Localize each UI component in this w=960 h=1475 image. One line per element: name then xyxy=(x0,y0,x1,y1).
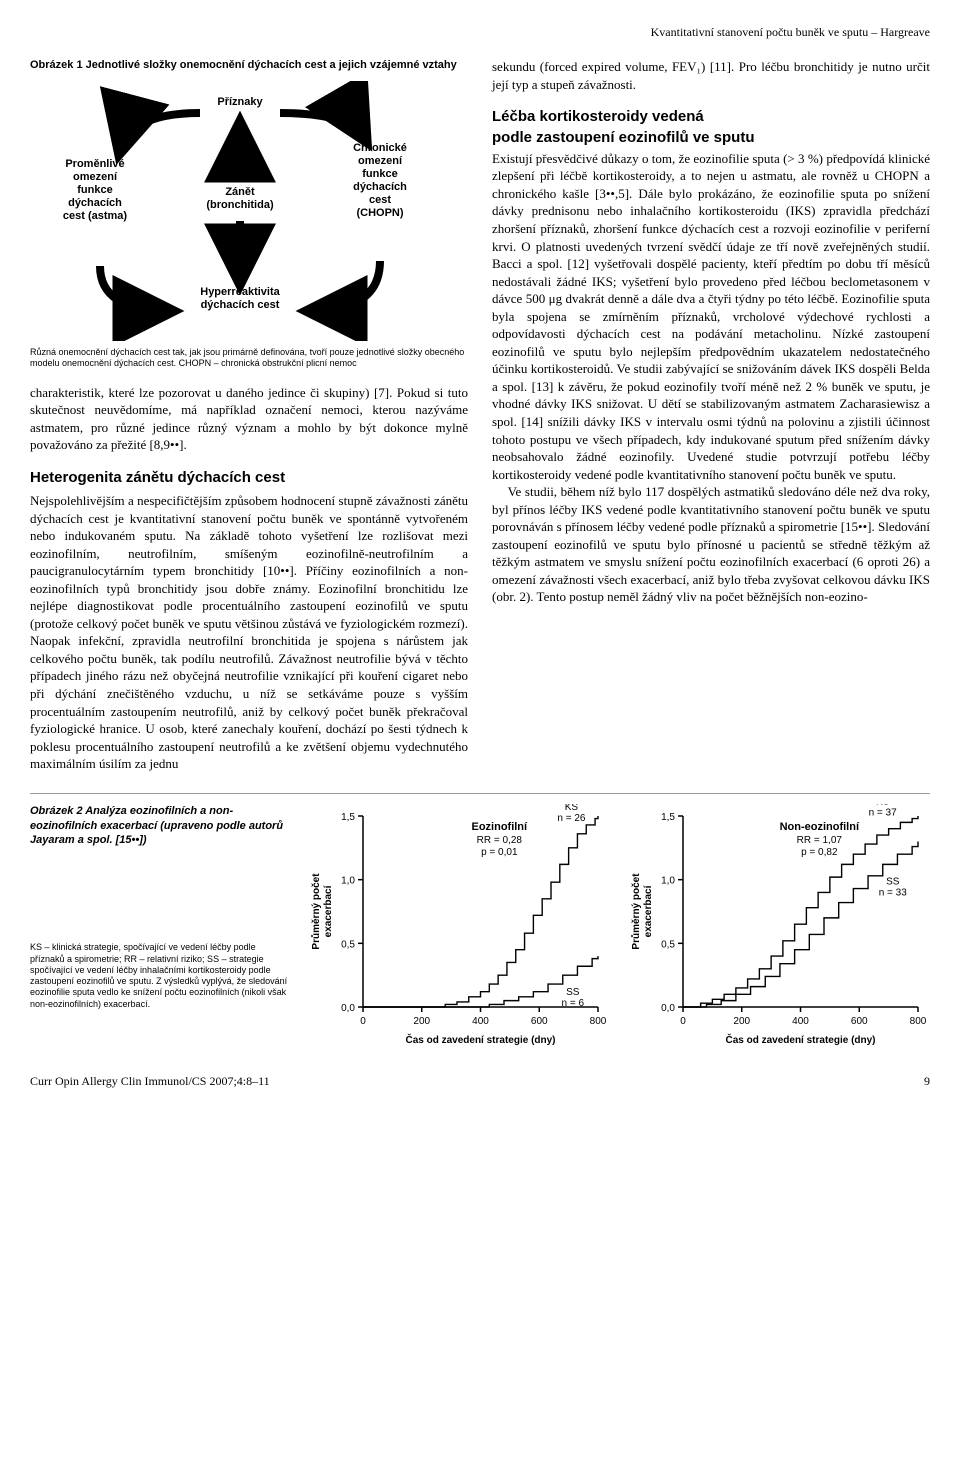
svg-text:n = 37: n = 37 xyxy=(869,807,898,818)
svg-text:Non-eozinofilní: Non-eozinofilní xyxy=(780,821,860,833)
body-paragraph: Nejspolehlivějším a nespecifičtějším způ… xyxy=(30,492,468,773)
page-footer: Curr Opin Allergy Clin Immunol/CS 2007;4… xyxy=(30,1073,930,1089)
svg-text:1,5: 1,5 xyxy=(341,812,355,823)
running-head: Kvantitativní stanovení počtu buněk ve s… xyxy=(30,24,930,40)
section-heading-line1: Léčba kortikosteroidy vedená xyxy=(492,108,704,125)
svg-text:1,5: 1,5 xyxy=(661,812,675,823)
right-column: sekundu (forced expired volume, FEV₁) [1… xyxy=(492,58,930,773)
svg-text:Čas od zavedení strategie (dny: Čas od zavedení strategie (dny) xyxy=(405,1033,555,1046)
svg-text:400: 400 xyxy=(792,1016,809,1027)
fig2-charts: 0,0 0,5 1,0 1,5 0 200 400 600 800 Eozinofilní RR =… xyxy=(308,804,930,1049)
svg-text:n = 33: n = 33 xyxy=(879,887,908,898)
svg-text:Čas od zavedení strategie (dny: Čas od zavedení strategie (dny) xyxy=(725,1033,875,1046)
svg-text:Příznaky: Příznaky xyxy=(217,96,263,108)
svg-text:Proměnlivéomezenífunkcedýchací: Proměnlivéomezenífunkcedýchacíchcest (as… xyxy=(63,158,128,222)
svg-text:Zánět(bronchitida): Zánět(bronchitida) xyxy=(206,186,274,211)
fig2-container: Obrázek 2 Analýza eozinofilních a non-eo… xyxy=(30,793,930,1049)
body-paragraph: Existují přesvědčivé důkazy o tom, že eo… xyxy=(492,150,930,483)
two-column-layout: Obrázek 1 Jednotlivé složky onemocnění d… xyxy=(30,58,930,773)
svg-text:1,0: 1,0 xyxy=(341,875,355,886)
svg-text:SS: SS xyxy=(566,987,580,998)
svg-text:SS: SS xyxy=(886,876,900,887)
svg-text:200: 200 xyxy=(733,1016,750,1027)
svg-text:Chronickéomezenífunkcedýchacíc: Chronickéomezenífunkcedýchacíchcest(CHOP… xyxy=(353,142,407,219)
svg-text:0,0: 0,0 xyxy=(661,1003,675,1014)
left-column: Obrázek 1 Jednotlivé složky onemocnění d… xyxy=(30,58,468,773)
svg-text:1,0: 1,0 xyxy=(661,875,675,886)
fig2-chart-eozinofilni: 0,0 0,5 1,0 1,5 0 200 400 600 800 Eozinofilní RR =… xyxy=(308,804,608,1049)
svg-text:Hyperreaktivitadýchacích cest: Hyperreaktivitadýchacích cest xyxy=(200,286,280,311)
svg-text:800: 800 xyxy=(910,1016,927,1027)
svg-text:p = 0,01: p = 0,01 xyxy=(481,847,518,858)
fig2-chart-non-eozinofilni: 0,0 0,5 1,0 1,5 0 200 400 600 800 Non-eozinofilní… xyxy=(628,804,928,1049)
footer-journal: Curr Opin Allergy Clin Immunol/CS 2007;4… xyxy=(30,1073,270,1089)
svg-text:400: 400 xyxy=(472,1016,489,1027)
svg-text:RR = 0,28: RR = 0,28 xyxy=(477,835,523,846)
svg-text:KS: KS xyxy=(565,804,579,813)
fig2-side: Obrázek 2 Analýza eozinofilních a non-eo… xyxy=(30,804,290,1049)
svg-text:600: 600 xyxy=(531,1016,548,1027)
fig2-caption: Obrázek 2 Analýza eozinofilních a non-eo… xyxy=(30,804,290,849)
svg-text:0,0: 0,0 xyxy=(341,1003,355,1014)
footer-page-number: 9 xyxy=(924,1073,930,1089)
svg-text:600: 600 xyxy=(851,1016,868,1027)
svg-text:n = 6: n = 6 xyxy=(561,998,584,1009)
fig1-diagram: Příznaky Proměnlivéomezenífunkcedýchacích… xyxy=(30,81,468,341)
section-heading-heterogenita: Heterogenita zánětu dýchacích cest xyxy=(30,468,468,488)
section-heading-line2: podle zastoupení eozinofilů ve sputu xyxy=(492,129,755,146)
svg-text:0,5: 0,5 xyxy=(661,939,675,950)
svg-text:Průměrný početexacerbací: Průměrný početexacerbací xyxy=(630,872,654,949)
body-paragraph: sekundu (forced expired volume, FEV₁) [1… xyxy=(492,58,930,93)
svg-text:0,5: 0,5 xyxy=(341,939,355,950)
svg-text:Průměrný početexacerbací: Průměrný početexacerbací xyxy=(310,872,334,949)
svg-text:800: 800 xyxy=(590,1016,607,1027)
fig2-legend: KS – klinická strategie, spočívající ve … xyxy=(30,942,290,1010)
svg-text:n = 26: n = 26 xyxy=(557,813,586,824)
svg-text:0: 0 xyxy=(360,1016,366,1027)
body-paragraph: Ve studii, během níž bylo 117 dospělých … xyxy=(492,483,930,606)
body-paragraph: charakteristik, které lze pozorovat u da… xyxy=(30,384,468,454)
svg-text:0: 0 xyxy=(680,1016,686,1027)
svg-text:200: 200 xyxy=(413,1016,430,1027)
fig1-caption: Obrázek 1 Jednotlivé složky onemocnění d… xyxy=(30,58,468,73)
svg-text:RR = 1,07: RR = 1,07 xyxy=(797,835,843,846)
svg-text:Eozinofilní: Eozinofilní xyxy=(471,821,528,833)
svg-text:p = 0,82: p = 0,82 xyxy=(801,847,838,858)
section-heading-lecba: Léčba kortikosteroidy vedená podle zasto… xyxy=(492,107,930,148)
fig1-legend: Různá onemocnění dýchacích cest tak, jak… xyxy=(30,347,468,370)
